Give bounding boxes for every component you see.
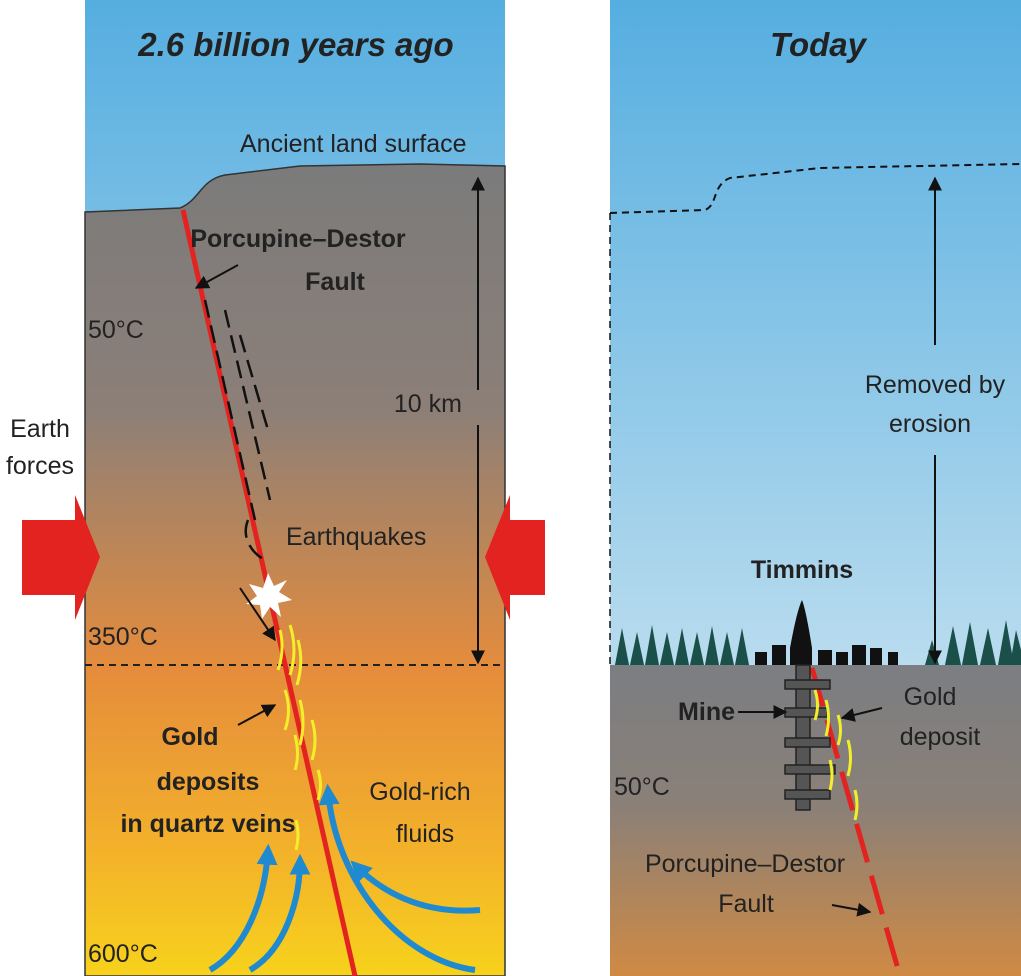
forces-label: Earth xyxy=(10,415,70,443)
town-label: Timmins xyxy=(751,556,853,584)
panel-title: 2.6 billion years ago xyxy=(137,26,453,63)
fault-label: Porcupine–Destor xyxy=(190,225,406,253)
fluids-label: fluids xyxy=(396,820,454,848)
fluids-label: Gold-rich xyxy=(369,778,470,806)
former-surface xyxy=(609,163,1021,214)
temperature: 350°C xyxy=(88,623,158,651)
pointer xyxy=(840,707,883,722)
rock xyxy=(610,665,1021,976)
temperature: 600°C xyxy=(88,940,158,968)
fault-label: Fault xyxy=(718,890,774,918)
temperature: 50°C xyxy=(614,773,670,801)
fault-label: Porcupine–Destor xyxy=(645,850,845,878)
depth-label: 10 km xyxy=(394,390,462,418)
deposit-label: deposit xyxy=(900,723,981,751)
surface-label: Ancient land surface xyxy=(240,130,467,158)
quartz-veins xyxy=(813,689,859,821)
temperature: 50°C xyxy=(88,316,144,344)
deposit-label: Gold xyxy=(904,683,957,711)
pointer xyxy=(237,704,277,726)
panel-title: Today xyxy=(770,26,868,63)
pointer xyxy=(831,902,872,917)
gold-label: Gold xyxy=(162,723,219,751)
earthquake-focus xyxy=(246,573,292,619)
pointer xyxy=(194,264,239,289)
earthquakes-label: Earthquakes xyxy=(286,523,426,551)
gold-label: in quartz veins xyxy=(120,810,295,838)
fault-label: Fault xyxy=(305,268,365,296)
fluid-flow xyxy=(208,783,481,973)
left-panel: 2.6 billion years ago Ancient land surfa… xyxy=(6,0,506,976)
right-panel: Today Removed by erosion Timmins Mine Go… xyxy=(609,0,1021,976)
force-arrow xyxy=(22,495,100,620)
erosion-label: erosion xyxy=(889,410,971,438)
force-arrow xyxy=(485,495,545,620)
forces-label: forces xyxy=(6,452,74,480)
quartz-veins xyxy=(276,624,322,851)
buildings xyxy=(755,600,898,665)
mine-label: Mine xyxy=(678,698,735,726)
rock xyxy=(84,163,506,976)
erosion-label: Removed by xyxy=(865,371,1006,399)
gold-label: deposits xyxy=(157,768,260,796)
mine xyxy=(784,664,836,811)
shear-zones xyxy=(203,299,272,562)
pointer xyxy=(239,587,276,642)
